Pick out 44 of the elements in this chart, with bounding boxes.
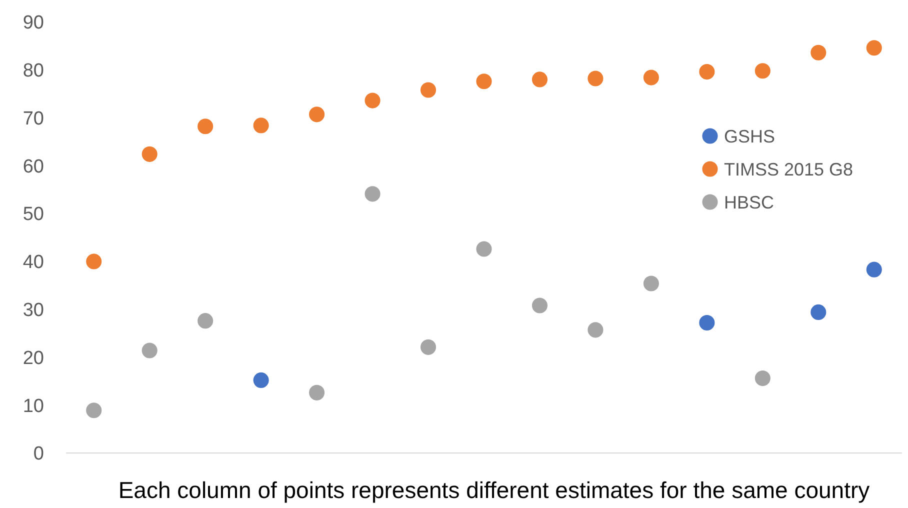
point bbox=[364, 92, 380, 108]
point bbox=[253, 118, 269, 134]
point bbox=[810, 44, 826, 60]
point bbox=[866, 262, 882, 278]
x-axis-title: Each column of points represents different estimates for the same country bbox=[118, 477, 870, 503]
point bbox=[198, 313, 214, 329]
point bbox=[754, 63, 770, 79]
y-tick-label: 10 bbox=[22, 396, 44, 417]
point bbox=[866, 40, 882, 56]
y-tick-label: 50 bbox=[22, 204, 44, 226]
point bbox=[198, 118, 214, 134]
y-tick-label: 60 bbox=[22, 156, 44, 178]
point bbox=[532, 298, 548, 314]
point bbox=[643, 70, 659, 86]
legend-label: GSHS bbox=[724, 126, 776, 146]
y-tick-label: 0 bbox=[33, 444, 44, 465]
point bbox=[588, 70, 604, 86]
point bbox=[364, 186, 380, 202]
y-tick-label: 20 bbox=[22, 348, 44, 369]
legend-label: TIMSS 2015 G8 bbox=[724, 159, 854, 180]
legend-label: HBSC bbox=[724, 192, 774, 212]
point bbox=[309, 106, 325, 122]
point bbox=[142, 342, 158, 358]
point bbox=[588, 322, 604, 338]
point bbox=[309, 384, 325, 400]
point bbox=[142, 146, 158, 162]
point bbox=[532, 72, 548, 88]
point bbox=[420, 82, 436, 98]
y-tick-label: 80 bbox=[22, 60, 44, 82]
y-tick-label: 40 bbox=[22, 252, 44, 274]
point bbox=[476, 241, 492, 257]
point bbox=[476, 74, 492, 90]
point bbox=[699, 314, 715, 331]
y-tick-label: 30 bbox=[22, 300, 44, 321]
point bbox=[810, 304, 826, 320]
point bbox=[86, 402, 102, 418]
point bbox=[86, 254, 102, 270]
y-tick-label: 70 bbox=[22, 108, 44, 130]
point bbox=[643, 276, 659, 292]
point bbox=[420, 339, 436, 355]
point bbox=[754, 370, 770, 386]
y-tick-label: 90 bbox=[22, 12, 44, 34]
point bbox=[699, 64, 715, 80]
point bbox=[253, 372, 269, 388]
